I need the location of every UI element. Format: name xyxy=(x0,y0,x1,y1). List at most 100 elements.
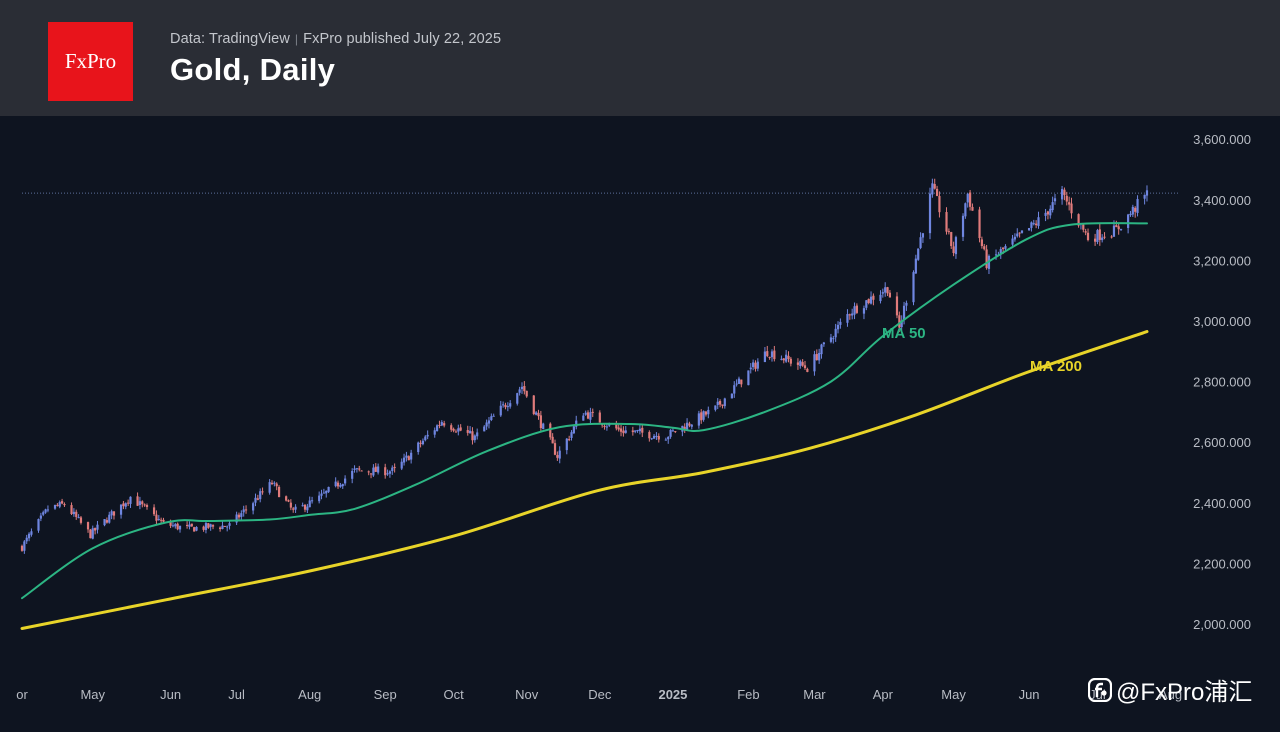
candle xyxy=(888,289,892,298)
candle xyxy=(242,505,245,517)
candle xyxy=(221,521,224,530)
candle xyxy=(987,254,991,275)
candle xyxy=(1093,233,1097,246)
candle xyxy=(820,343,823,359)
candle xyxy=(735,379,738,387)
candle xyxy=(768,356,771,360)
candle xyxy=(933,178,936,190)
candle xyxy=(303,503,307,513)
x-tick-label: 2025 xyxy=(658,687,687,702)
candle xyxy=(466,425,469,436)
candle xyxy=(386,469,389,476)
ma200-label: MA 200 xyxy=(1030,358,1082,375)
watermark: @FxPro浦汇 xyxy=(1088,672,1252,707)
candle xyxy=(77,514,80,519)
brand-icon xyxy=(1088,677,1112,702)
candle xyxy=(671,428,675,432)
source-text: Data: TradingView xyxy=(170,31,290,47)
y-tick-label: 2,800.000 xyxy=(1193,375,1251,390)
candle xyxy=(697,410,700,429)
candle xyxy=(782,358,785,364)
candle xyxy=(650,437,653,440)
separator: | xyxy=(294,32,299,46)
candle xyxy=(294,504,297,513)
y-tick-label: 2,400.000 xyxy=(1193,496,1251,511)
candle xyxy=(1077,213,1080,228)
x-tick-label: Oct xyxy=(443,687,464,702)
candle xyxy=(1027,227,1031,231)
candle xyxy=(1134,206,1137,218)
x-tick-label: Aug xyxy=(298,687,321,702)
candle xyxy=(1103,232,1106,240)
candle xyxy=(160,517,163,524)
candle xyxy=(558,446,561,464)
candle xyxy=(96,520,99,534)
candle xyxy=(30,528,33,537)
candle xyxy=(171,522,175,528)
y-tick-label: 2,000.000 xyxy=(1193,617,1251,632)
candle xyxy=(1049,205,1052,219)
candle xyxy=(310,496,314,504)
candle xyxy=(46,505,50,513)
candle xyxy=(719,399,722,408)
candle xyxy=(964,202,967,219)
candle xyxy=(178,525,182,533)
candle xyxy=(1016,228,1019,238)
watermark-text: @FxPro浦汇 xyxy=(1116,679,1253,706)
candle xyxy=(1096,228,1099,245)
candle xyxy=(506,402,509,412)
candle xyxy=(143,503,146,507)
candle xyxy=(553,439,557,456)
candle xyxy=(190,523,193,527)
candle xyxy=(256,494,259,501)
candle xyxy=(195,526,198,532)
candle xyxy=(485,419,488,430)
candle xyxy=(518,386,521,396)
candle xyxy=(275,482,278,491)
candle xyxy=(780,355,783,361)
candle xyxy=(367,470,370,476)
candle xyxy=(834,323,837,342)
candle xyxy=(358,465,361,472)
candle xyxy=(193,526,196,532)
candle xyxy=(570,430,573,441)
candle xyxy=(454,429,458,433)
candle xyxy=(152,504,156,517)
candle xyxy=(688,421,691,428)
candle xyxy=(86,521,90,533)
candle xyxy=(683,423,686,434)
candle xyxy=(162,517,165,523)
candle xyxy=(952,241,955,257)
x-tick-label: Apr xyxy=(873,687,894,702)
candle xyxy=(226,525,229,532)
candle xyxy=(1143,194,1146,205)
candle xyxy=(603,424,606,430)
candle xyxy=(424,435,427,442)
candle xyxy=(39,512,42,522)
chart-source: Data: TradingView | FxPro published July 2… xyxy=(170,31,501,47)
candle xyxy=(690,423,693,430)
candle xyxy=(459,424,462,432)
candle xyxy=(1051,196,1054,213)
y-tick-label: 2,200.000 xyxy=(1193,556,1251,571)
candle xyxy=(320,489,323,500)
candle xyxy=(520,382,524,394)
candle xyxy=(839,318,842,329)
x-tick-label: Aug xyxy=(1159,687,1182,702)
candle xyxy=(393,463,396,473)
candle xyxy=(747,370,750,386)
candle xyxy=(1018,232,1021,238)
candle xyxy=(443,420,446,428)
candle xyxy=(228,521,231,530)
candle xyxy=(773,345,776,362)
candle xyxy=(636,429,639,433)
candle xyxy=(261,487,264,495)
candle xyxy=(565,437,568,455)
candle xyxy=(285,495,288,502)
candle xyxy=(624,426,627,434)
candlestick-chart: 2,000.000 2,200.000 2,400.000 2,600.000 2,80… xyxy=(16,132,1251,702)
logo-text: FxPro xyxy=(64,49,117,73)
candle xyxy=(202,525,205,532)
candle xyxy=(572,425,575,435)
y-tick-label: 3,200.000 xyxy=(1193,253,1251,268)
